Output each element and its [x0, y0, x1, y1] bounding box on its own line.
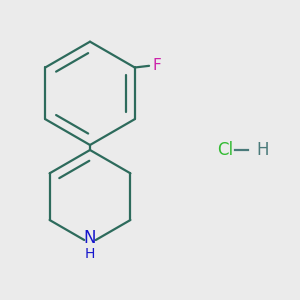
- Text: H: H: [257, 141, 269, 159]
- Text: F: F: [152, 58, 161, 73]
- Text: N: N: [84, 229, 96, 247]
- Text: Cl: Cl: [217, 141, 233, 159]
- Text: H: H: [85, 247, 95, 261]
